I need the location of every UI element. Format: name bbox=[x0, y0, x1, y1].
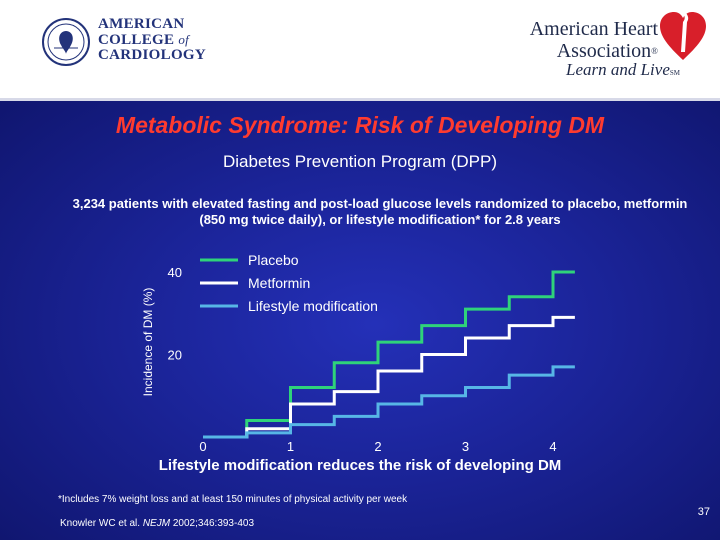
aha-heart-torch-icon bbox=[660, 8, 706, 60]
citation-journal: NEJM bbox=[142, 518, 171, 529]
y-tick-label: 20 bbox=[168, 348, 182, 363]
slide-subtitle: Diabetes Prevention Program (DPP) bbox=[222, 152, 497, 171]
acc-line3: CARDIOLOGY bbox=[98, 47, 207, 63]
conclusion: Lifestyle modification reduces the risk … bbox=[158, 457, 562, 474]
acc-of: of bbox=[178, 32, 190, 47]
acc-seal-icon bbox=[42, 18, 90, 66]
acc-line2: COLLEGE bbox=[98, 32, 175, 48]
acc-line1: AMERICAN bbox=[98, 16, 185, 32]
footnote: *Includes 7% weight loss and at least 15… bbox=[58, 494, 408, 505]
slide-title: Metabolic Syndrome: Risk of Developing D… bbox=[115, 112, 605, 138]
chart-series bbox=[203, 270, 575, 439]
legend-label: Placebo bbox=[248, 252, 299, 268]
aha-reg: ® bbox=[651, 46, 658, 56]
aha-line2: Association bbox=[556, 40, 652, 62]
aha-logo-text: American Heart Association® bbox=[530, 18, 658, 62]
series-line-placebo bbox=[203, 270, 575, 439]
page-number: 37 bbox=[697, 506, 710, 518]
x-tick-label: 2 bbox=[374, 439, 381, 454]
x-tick-label: 1 bbox=[287, 439, 294, 454]
chart-axes: 20 40 0 1 2 3 4 bbox=[168, 265, 557, 454]
x-tick-label: 4 bbox=[549, 439, 556, 454]
x-tick-label: 0 bbox=[199, 439, 206, 454]
header-bar bbox=[0, 0, 720, 98]
header-divider bbox=[0, 98, 720, 101]
aha-line1: American Heart bbox=[529, 18, 658, 40]
legend-label: Metformin bbox=[248, 275, 310, 291]
series-line-lifestyle-modification bbox=[203, 365, 575, 439]
y-axis-label: Incidence of DM (%) bbox=[141, 288, 155, 397]
aha-tagline-text: Learn and Live bbox=[565, 60, 670, 79]
aha-tm: SM bbox=[669, 69, 680, 77]
chart-legend: Placebo Metformin Lifestyle modification bbox=[200, 252, 378, 314]
citation-rest: 2002;346:393-403 bbox=[170, 518, 255, 529]
citation-authors: Knowler WC et al. bbox=[60, 518, 143, 529]
x-tick-label: 3 bbox=[462, 439, 469, 454]
citation: Knowler WC et al. NEJM 2002;346:393-403 bbox=[60, 518, 254, 529]
acc-logo-text: AMERICAN COLLEGE of CARDIOLOGY bbox=[98, 17, 206, 63]
aha-tagline: Learn and LiveSM bbox=[566, 60, 680, 80]
study-description: 3,234 patients with elevated fasting and… bbox=[72, 196, 688, 227]
series-line-metformin bbox=[203, 315, 575, 439]
y-tick-label: 40 bbox=[168, 265, 182, 280]
legend-label: Lifestyle modification bbox=[248, 298, 378, 314]
